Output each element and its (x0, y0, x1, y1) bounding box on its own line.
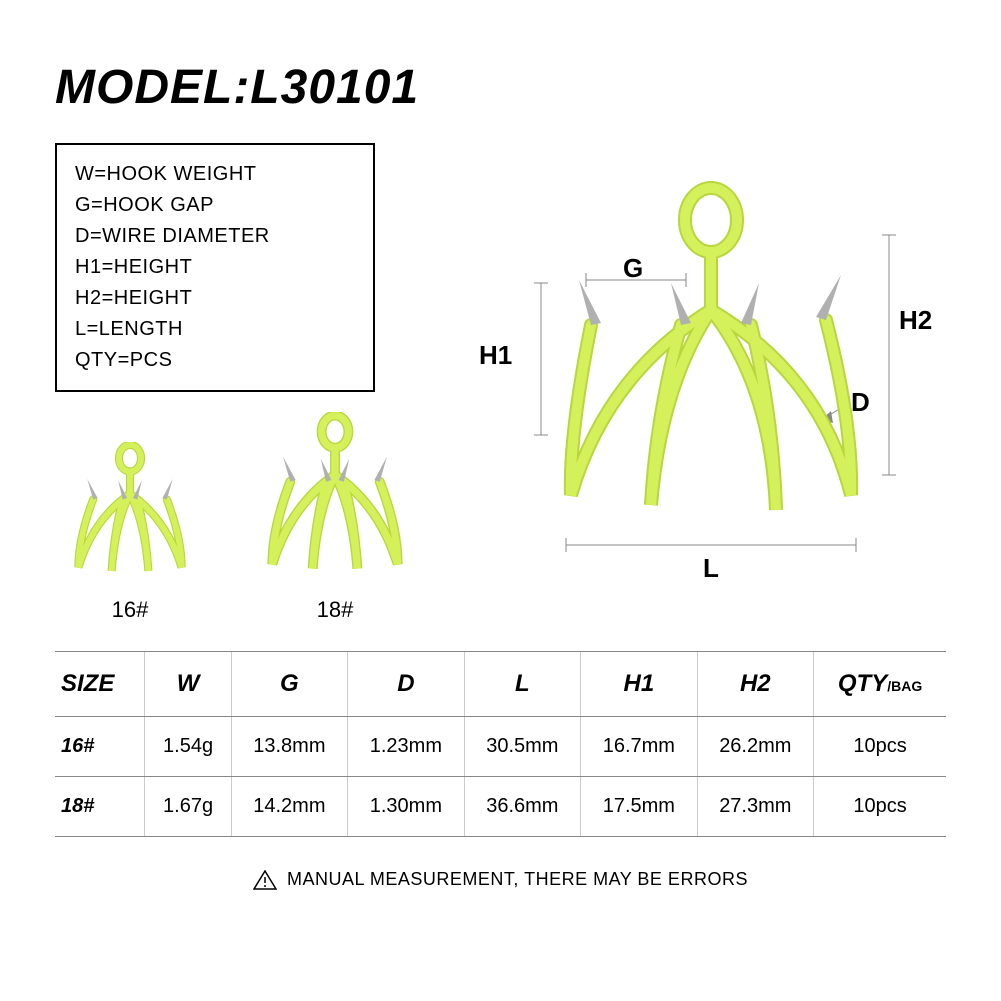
legend-line: G=HOOK GAP (75, 190, 355, 221)
cell: 1.30mm (348, 777, 464, 837)
legend-line: D=WIRE DIAMETER (75, 221, 355, 252)
col-l: L (464, 652, 580, 717)
dim-h2-label: H2 (899, 305, 932, 336)
hook-label: 18# (245, 597, 425, 623)
cell: 13.8mm (231, 717, 347, 777)
cell: 10pcs (814, 717, 946, 777)
cell: 17.5mm (581, 777, 697, 837)
cell: 27.3mm (697, 777, 813, 837)
col-d: D (348, 652, 464, 717)
dim-g-label: G (623, 253, 643, 284)
table-row: 18# 1.67g 14.2mm 1.30mm 36.6mm 17.5mm 27… (55, 777, 946, 837)
cell: 30.5mm (464, 717, 580, 777)
warning-icon (253, 870, 277, 890)
hook-label: 16# (55, 597, 205, 623)
footer-note: MANUAL MEASUREMENT, THERE MAY BE ERRORS (55, 869, 946, 890)
cell: 18# (55, 777, 145, 837)
cell: 16.7mm (581, 717, 697, 777)
legend-line: QTY=PCS (75, 345, 355, 376)
spec-table: SIZE W G D L H1 H2 QTY/BAG 16# 1.54g 13.… (55, 651, 946, 837)
dim-d-label: D (851, 387, 870, 418)
legend-line: L=LENGTH (75, 314, 355, 345)
cell: 1.23mm (348, 717, 464, 777)
legend-line: W=HOOK WEIGHT (75, 159, 355, 190)
col-h2: H2 (697, 652, 813, 717)
cell: 36.6mm (464, 777, 580, 837)
table-row: 16# 1.54g 13.8mm 1.23mm 30.5mm 16.7mm 26… (55, 717, 946, 777)
cell: 16# (55, 717, 145, 777)
col-qty: QTY/BAG (814, 652, 946, 717)
cell: 1.67g (145, 777, 231, 837)
hook-diagram: G H1 H2 D L (451, 175, 931, 575)
cell: 1.54g (145, 717, 231, 777)
cell: 26.2mm (697, 717, 813, 777)
legend-line: H2=HEIGHT (75, 283, 355, 314)
cell: 10pcs (814, 777, 946, 837)
col-g: G (231, 652, 347, 717)
dim-h1-label: H1 (479, 340, 512, 371)
legend-line: H1=HEIGHT (75, 252, 355, 283)
legend-box: W=HOOK WEIGHT G=HOOK GAP D=WIRE DIAMETER… (55, 143, 375, 392)
col-w: W (145, 652, 231, 717)
footer-text: MANUAL MEASUREMENT, THERE MAY BE ERRORS (287, 869, 748, 890)
table-header-row: SIZE W G D L H1 H2 QTY/BAG (55, 652, 946, 717)
hook-sample-16: 16# (55, 442, 205, 623)
col-size: SIZE (55, 652, 145, 717)
hook-sample-18: 18# (245, 412, 425, 623)
model-title: MODEL:L30101 (55, 60, 946, 115)
col-h1: H1 (581, 652, 697, 717)
dim-l-label: L (703, 553, 719, 584)
cell: 14.2mm (231, 777, 347, 837)
